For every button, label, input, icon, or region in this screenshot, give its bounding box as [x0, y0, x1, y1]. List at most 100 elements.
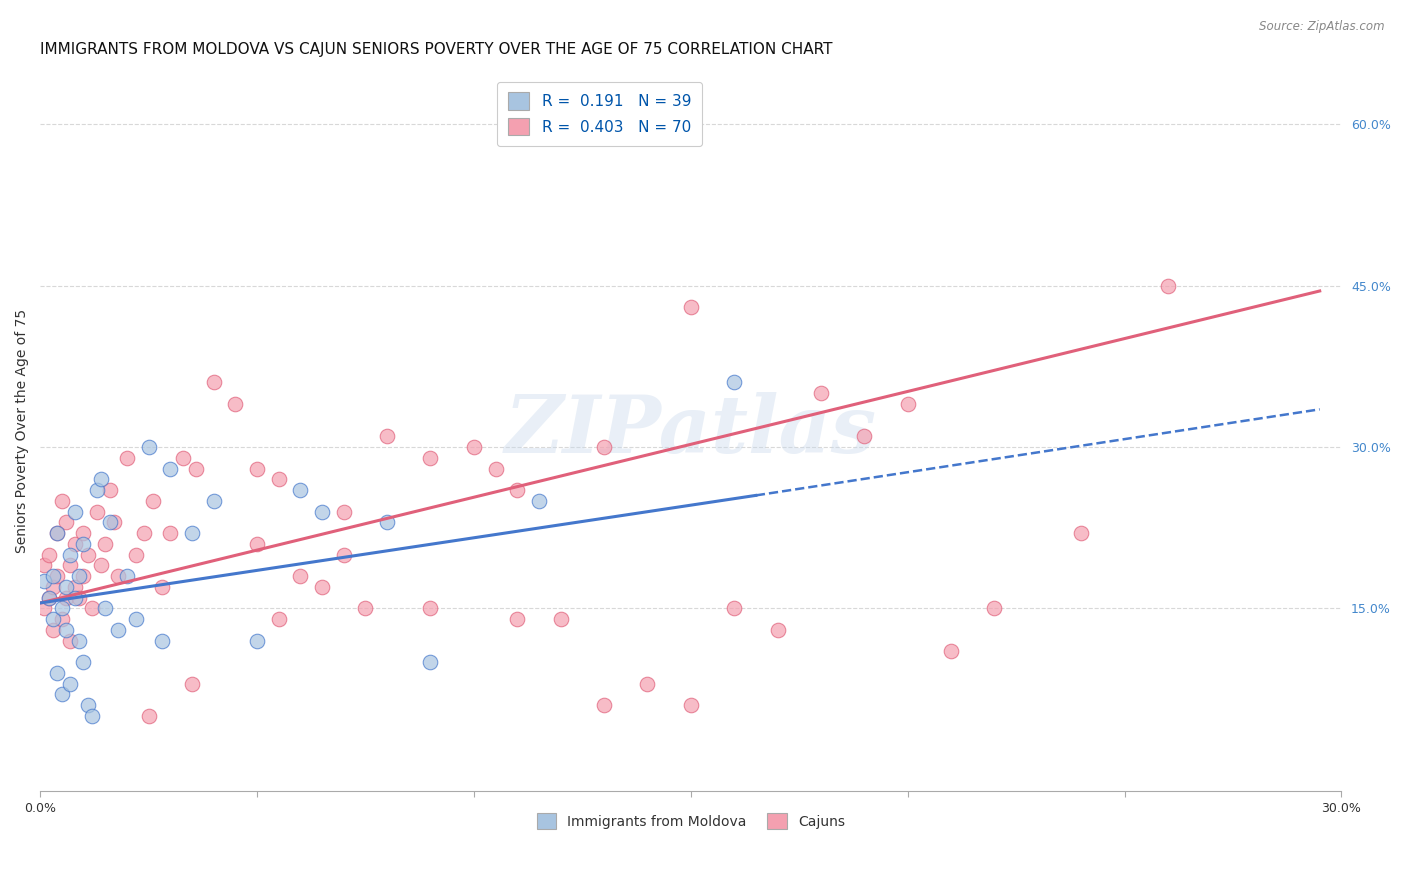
Point — [42, 580, 65, 594]
Point — [138, 440, 160, 454]
Point — [86, 483, 108, 497]
Point — [72, 526, 94, 541]
Point — [332, 504, 354, 518]
Point — [46, 569, 69, 583]
Point — [55, 516, 77, 530]
Point — [103, 516, 125, 530]
Point — [138, 709, 160, 723]
Point — [419, 655, 441, 669]
Point — [34, 558, 56, 573]
Point — [150, 580, 173, 594]
Point — [90, 558, 112, 573]
Point — [159, 461, 181, 475]
Point — [98, 483, 121, 497]
Point — [46, 665, 69, 680]
Point — [419, 450, 441, 465]
Point — [59, 676, 82, 690]
Point — [290, 483, 312, 497]
Point — [82, 601, 104, 615]
Point — [766, 623, 789, 637]
Point — [375, 516, 398, 530]
Point — [506, 483, 529, 497]
Point — [939, 644, 962, 658]
Point — [59, 633, 82, 648]
Point — [246, 461, 269, 475]
Point — [150, 633, 173, 648]
Point — [98, 516, 121, 530]
Point — [202, 493, 225, 508]
Point — [67, 591, 90, 605]
Point — [38, 591, 60, 605]
Point — [246, 633, 269, 648]
Point — [55, 623, 77, 637]
Point — [86, 504, 108, 518]
Point — [267, 472, 290, 486]
Point — [51, 688, 73, 702]
Point — [63, 580, 86, 594]
Point — [419, 601, 441, 615]
Point — [46, 526, 69, 541]
Point — [115, 569, 138, 583]
Point — [76, 698, 98, 713]
Point — [186, 461, 208, 475]
Point — [42, 612, 65, 626]
Point — [311, 580, 333, 594]
Point — [76, 548, 98, 562]
Point — [290, 569, 312, 583]
Point — [181, 676, 204, 690]
Point — [134, 526, 156, 541]
Point — [723, 601, 745, 615]
Point — [810, 386, 832, 401]
Point — [107, 569, 129, 583]
Point — [59, 558, 82, 573]
Point — [72, 569, 94, 583]
Point — [354, 601, 377, 615]
Point — [332, 548, 354, 562]
Point — [51, 601, 73, 615]
Point — [38, 548, 60, 562]
Point — [94, 601, 117, 615]
Point — [124, 612, 146, 626]
Text: ZIPatlas: ZIPatlas — [505, 392, 877, 469]
Point — [72, 537, 94, 551]
Y-axis label: Seniors Poverty Over the Age of 75: Seniors Poverty Over the Age of 75 — [15, 309, 30, 553]
Text: IMMIGRANTS FROM MOLDOVA VS CAJUN SENIORS POVERTY OVER THE AGE OF 75 CORRELATION : IMMIGRANTS FROM MOLDOVA VS CAJUN SENIORS… — [41, 42, 832, 57]
Point — [51, 493, 73, 508]
Point — [246, 537, 269, 551]
Point — [983, 601, 1005, 615]
Point — [484, 461, 506, 475]
Legend: Immigrants from Moldova, Cajuns: Immigrants from Moldova, Cajuns — [531, 807, 851, 835]
Point — [55, 580, 77, 594]
Point — [159, 526, 181, 541]
Point — [34, 601, 56, 615]
Point — [679, 300, 702, 314]
Point — [506, 612, 529, 626]
Point — [172, 450, 194, 465]
Point — [142, 493, 165, 508]
Point — [42, 623, 65, 637]
Point — [181, 526, 204, 541]
Point — [82, 709, 104, 723]
Point — [107, 623, 129, 637]
Point — [124, 548, 146, 562]
Point — [311, 504, 333, 518]
Point — [63, 537, 86, 551]
Point — [34, 574, 56, 589]
Point — [897, 397, 920, 411]
Point — [593, 440, 616, 454]
Point — [51, 612, 73, 626]
Point — [527, 493, 550, 508]
Point — [202, 376, 225, 390]
Point — [723, 376, 745, 390]
Point — [267, 612, 290, 626]
Point — [42, 569, 65, 583]
Point — [1070, 526, 1092, 541]
Point — [63, 504, 86, 518]
Text: Source: ZipAtlas.com: Source: ZipAtlas.com — [1260, 20, 1385, 33]
Point — [375, 429, 398, 443]
Point — [46, 526, 69, 541]
Point — [63, 591, 86, 605]
Point — [90, 472, 112, 486]
Point — [636, 676, 658, 690]
Point — [1157, 278, 1180, 293]
